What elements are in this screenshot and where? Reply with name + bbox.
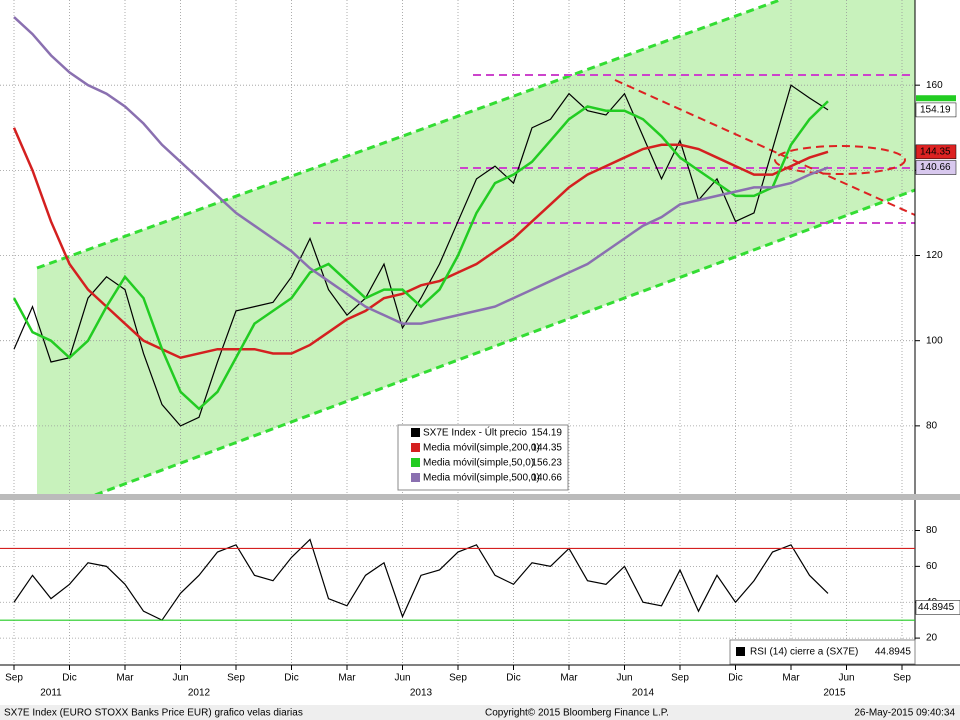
series-line: [13, 538, 829, 621]
value-tag-label: 144.35: [920, 146, 951, 157]
x-tick-label: Sep: [227, 673, 245, 684]
x-tick-label: Mar: [560, 673, 578, 684]
year-label: 2014: [632, 688, 655, 699]
y-tick-label: 160: [926, 80, 943, 91]
x-tick-label: Mar: [782, 673, 800, 684]
legend-box: [729, 639, 916, 665]
panel-separator: [0, 494, 960, 500]
series-line: [13, 16, 829, 325]
legend-value: 154.19: [531, 428, 562, 439]
x-tick-label: Mar: [116, 673, 134, 684]
series-line: [12, 100, 829, 411]
x-tick-label: Sep: [449, 673, 467, 684]
y-tick-label: 80: [926, 421, 938, 432]
legend-value: 144.35: [531, 443, 562, 454]
x-tick-label: Mar: [338, 673, 356, 684]
x-tick-label: Jun: [172, 673, 188, 684]
y-tick-label: 20: [926, 633, 938, 644]
legend-label: SX7E Index - Últ precio: [423, 426, 527, 439]
channel-lower: [94, 188, 916, 497]
footer-title: SX7E Index (EURO STOXX Banks Price EUR) …: [4, 708, 303, 719]
trend-line: [614, 79, 916, 216]
x-tick-label: Dic: [284, 673, 298, 684]
x-tick-label: Jun: [616, 673, 632, 684]
footer-source: Copyright© 2015 Bloomberg Finance L.P.: [485, 708, 669, 719]
y-tick-label: 80: [926, 525, 938, 536]
legend-label: Media móvil(simple,500,0): [423, 473, 540, 484]
footer-timestamp: 26-May-2015 09:40:34: [854, 708, 955, 719]
value-tag-label: 154.19: [920, 105, 951, 116]
x-tick-label: Sep: [5, 673, 23, 684]
x-tick-label: Dic: [506, 673, 520, 684]
legend-label: RSI (14) cierre a (SX7E): [750, 647, 858, 658]
value-tag: [915, 160, 957, 175]
year-label: 2011: [40, 688, 62, 699]
year-label: 2013: [410, 688, 433, 699]
x-tick-label: Sep: [671, 673, 689, 684]
x-tick-label: Dic: [728, 673, 742, 684]
legend-value: 156.23: [531, 458, 562, 469]
value-tag: [915, 144, 957, 160]
year-label: 2012: [188, 688, 211, 699]
legend-value: 44.8945: [875, 647, 912, 658]
legend-swatch: [411, 428, 420, 437]
highlight-ellipse: [774, 145, 906, 175]
channel-upper: [36, 0, 781, 270]
value-tag: [916, 95, 956, 102]
channel-fill: [37, 0, 915, 495]
right-axis-area: [915, 0, 960, 720]
legend-label: Media móvil(simple,200,0): [423, 443, 540, 454]
legend-swatch: [411, 443, 420, 452]
x-tick-label: Dic: [62, 673, 76, 684]
x-tick-label: Sep: [893, 673, 911, 684]
value-tag-label: 44.8945: [918, 602, 955, 613]
series-line: [12, 127, 829, 360]
legend-box: [397, 424, 569, 491]
y-tick-label: 100: [926, 335, 943, 346]
value-tag: [915, 102, 957, 118]
legend-value: 140.66: [531, 473, 562, 484]
legend-swatch: [411, 458, 420, 467]
x-tick-label: Jun: [838, 673, 854, 684]
legend-swatch: [411, 473, 420, 482]
legend-label: Media móvil(simple,50,0): [423, 458, 534, 469]
y-tick-label: 120: [926, 250, 943, 261]
value-tag: [915, 600, 960, 615]
footer-bar: [0, 705, 960, 720]
series-line: [13, 84, 829, 427]
x-tick-label: Jun: [394, 673, 410, 684]
y-tick-label: 60: [926, 561, 938, 572]
value-tag-label: 140.66: [920, 162, 951, 173]
legend-swatch: [736, 647, 745, 656]
year-label: 2015: [823, 688, 846, 699]
